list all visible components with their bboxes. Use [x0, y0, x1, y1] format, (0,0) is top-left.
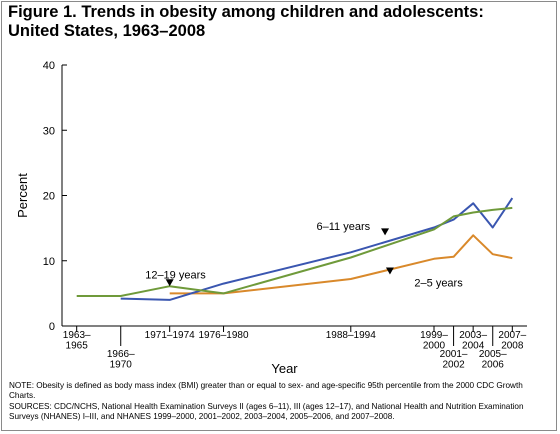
chart-ticks: 0 10 20 30 40 1963–1965 1966–1970 1971–1974 1976…	[43, 60, 527, 371]
chart-title-line2: United States, 1963–2008	[8, 22, 206, 40]
x-tick-label: 2006	[482, 360, 505, 371]
y-axis-label: Percent	[15, 173, 30, 218]
x-tick-label: 2002	[442, 360, 465, 371]
x-tick-label: 1965	[66, 341, 89, 352]
sources-text: SOURCES: CDC/NCHS, National Health Exami…	[9, 401, 524, 422]
y-tick-label: 40	[43, 60, 55, 72]
x-tick-label: 2000	[423, 341, 446, 352]
x-tick-label: 1966–	[107, 349, 135, 360]
series-label-1: 6–11 years	[317, 221, 371, 233]
series-marker-1	[381, 228, 390, 236]
y-tick-label: 10	[43, 256, 55, 268]
x-axis-label: Year	[271, 361, 298, 376]
x-tick-label: 2004	[462, 341, 485, 352]
chart-title-line1: Figure 1. Trends in obesity among childr…	[8, 3, 484, 21]
line-chart: Percent Year 0 10 20 30 40 1963–1965 1966–1970 1…	[15, 60, 527, 376]
chart-labels: 2–5 years 6–11 years 12–19 years	[145, 221, 463, 289]
x-tick-label: 1971–1974	[145, 330, 195, 341]
x-tick-label: 1988–1994	[326, 330, 376, 341]
chart-series	[76, 197, 514, 301]
x-tick-label: 2007–	[498, 330, 526, 341]
y-tick-label: 20	[43, 191, 55, 203]
chart-notes: NOTE: Obesity is defined as body mass in…	[9, 381, 549, 423]
y-tick-label: 30	[43, 125, 55, 137]
y-tick-label: 0	[49, 321, 55, 333]
series-marker-0	[385, 267, 394, 275]
x-tick-label: 1976–1980	[198, 330, 248, 341]
chart-title: Figure 1. Trends in obesity among childr…	[8, 3, 548, 41]
series-line-0	[169, 234, 513, 295]
series-line-1	[120, 197, 514, 301]
x-tick-label: 2005–	[479, 349, 507, 360]
series-marker-2	[165, 279, 174, 287]
x-tick-label: 1963–	[63, 330, 91, 341]
series-label-2: 12–19 years	[145, 269, 206, 281]
x-tick-label: 1999–	[420, 330, 448, 341]
x-tick-label: 2008	[501, 341, 524, 352]
series-line-2	[76, 206, 513, 297]
x-tick-label: 2003–	[459, 330, 487, 341]
x-tick-label: 2001–	[440, 349, 468, 360]
x-tick-label: 1970	[110, 360, 133, 371]
note-text: NOTE: Obesity is defined as body mass in…	[9, 381, 523, 401]
series-label-0: 2–5 years	[414, 277, 463, 289]
